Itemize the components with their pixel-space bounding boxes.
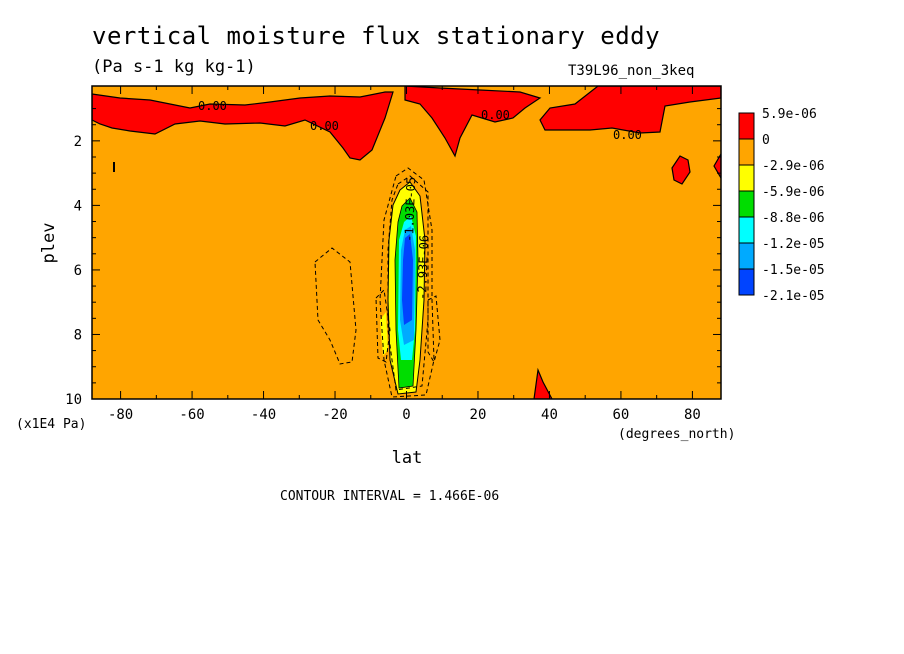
colorbar-swatch [738,268,755,296]
colorbar-swatch [738,164,755,192]
y-tick-label: 8 [74,327,82,343]
y-tick-label: 2 [74,134,82,150]
x-tick-label: 20 [470,407,487,423]
x-tick-label: 40 [541,407,558,423]
colorbar-label: -1.5e-05 [762,263,825,278]
colorbar-swatch [738,190,755,218]
x-tick-label: 60 [613,407,630,423]
y-tick-label: 4 [74,198,82,214]
red-blob-edge [713,152,721,180]
colorbar-label: -8.8e-06 [762,211,825,226]
blue-core [402,234,413,325]
contour-label: -2.93E-06 [415,235,431,300]
y-axis: 2 4 6 8 10 [65,108,721,408]
x-axis: -80 -60 -40 -20 0 20 40 60 80 [108,86,701,423]
colorbar-swatch [738,112,755,140]
colorbar-label: -2.9e-06 [762,159,825,174]
x-axis-units: (degrees_north) [618,427,735,442]
red-band-top [92,91,394,161]
contour-labels: 0.00 0.00 0.00 0.00 -1.03E-05-2.93E-06 [198,99,642,300]
colorbar-label: 5.9e-06 [762,107,817,122]
x-axis-label: lat [392,448,423,468]
colorbar: 5.9e-06 0 -2.9e-06 -5.9e-06 -8.8e-06 -1.2e-05… [738,107,825,304]
contour-label: 0.00 [481,108,510,122]
contour-interval: CONTOUR INTERVAL = 1.466E-06 [280,489,500,504]
colorbar-swatch [738,216,755,244]
colorbar-label: 0 [762,133,770,148]
x-tick-label: 0 [402,407,410,423]
red-blob-south [533,367,553,399]
colorbar-label: -1.2e-05 [762,237,825,252]
red-band-top-2 [404,86,542,158]
y-axis-label: plev [39,223,59,264]
contour-label: 0.00 [310,119,339,133]
filled-contours [92,86,721,399]
x-tick-label: -20 [322,407,347,423]
dashed-contours [314,167,441,398]
x-tick-label: -80 [108,407,133,423]
chart-subtitle: (Pa s-1 kg kg-1) [92,57,256,77]
colorbar-swatch [738,138,755,166]
x-tick-label: -60 [179,407,204,423]
colorbar-label: -2.1e-05 [762,289,825,304]
contour-label: 0.00 [613,128,642,142]
y-axis-units: (x1E4 Pa) [16,417,86,432]
contour-label: -1.03E-05 [402,177,418,242]
chart-title: vertical moisture flux stationary eddy [92,22,661,50]
y-tick-label: 6 [74,263,82,279]
x-tick-label: -40 [251,407,276,423]
contour-label: 0.00 [198,99,227,113]
red-blob-east [671,155,691,185]
y-tick-label: 10 [65,392,82,408]
red-band-top-3 [539,86,721,134]
colorbar-swatch [738,242,755,270]
run-label: T39L96_non_3keq [568,63,695,79]
colorbar-label: -5.9e-06 [762,185,825,200]
x-tick-label: 80 [684,407,701,423]
